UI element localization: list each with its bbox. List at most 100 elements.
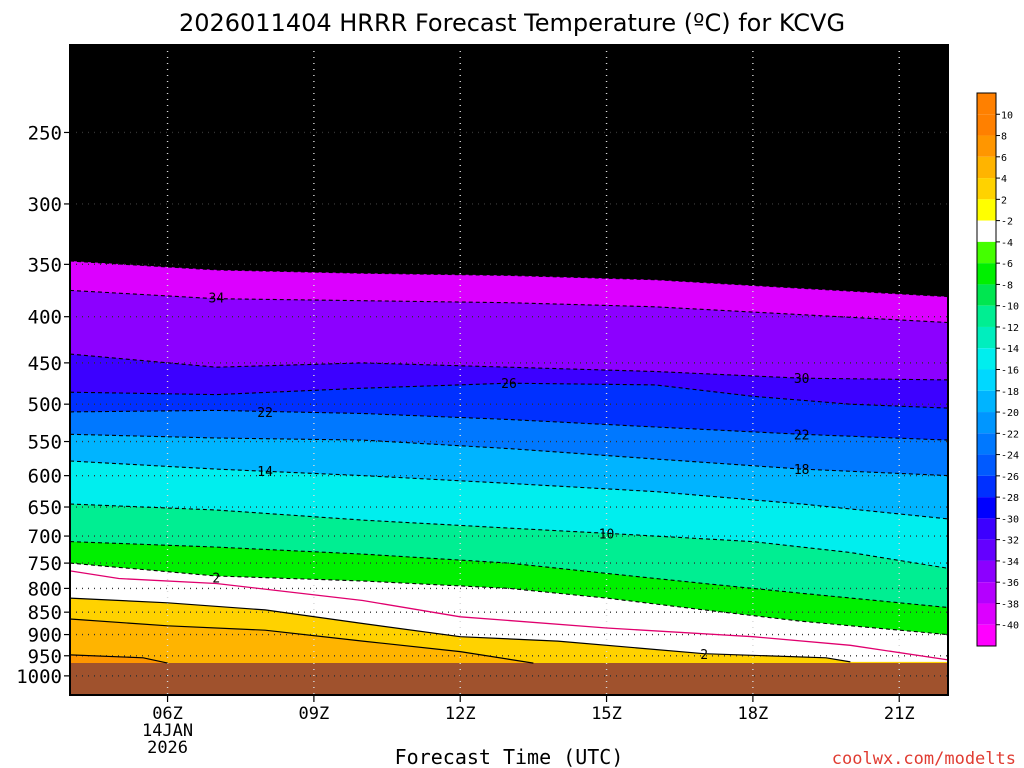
legend-label: -14 <box>1001 344 1019 355</box>
y-tick-label: 400 <box>28 307 62 329</box>
legend-label: -8 <box>1001 280 1013 291</box>
legend-swatch <box>977 454 996 476</box>
contour-label: 18 <box>794 463 810 478</box>
legend-swatch <box>977 178 996 200</box>
legend-swatch <box>977 156 996 179</box>
legend-swatch <box>977 560 996 583</box>
legend-label: -4 <box>1001 238 1013 249</box>
isotherm--46 <box>70 204 948 228</box>
legend-swatch <box>977 603 996 625</box>
x-tick-label: 06Z <box>152 704 183 724</box>
legend-swatch <box>977 497 996 519</box>
legend-swatch <box>977 348 996 370</box>
legend-label: 10 <box>1001 110 1013 121</box>
legend-label: -10 <box>1001 302 1019 313</box>
isotherm--6 <box>70 541 948 609</box>
y-tick-label: 800 <box>28 578 62 600</box>
x-tick-label: 15Z <box>591 704 622 724</box>
y-tick-label: 600 <box>28 466 62 488</box>
contour-label: 10 <box>599 527 615 542</box>
y-tick-label: 900 <box>28 625 62 647</box>
y-tick-label: 550 <box>28 432 62 454</box>
contour-label: 50 <box>501 172 517 187</box>
legend-swatch <box>977 220 996 242</box>
legend-label: -32 <box>1001 536 1019 547</box>
legend-label: -2 <box>1001 217 1013 228</box>
legend-label: -36 <box>1001 578 1019 589</box>
legend-swatch <box>977 284 996 306</box>
legend-swatch <box>977 263 996 285</box>
legend-label: -34 <box>1001 557 1019 568</box>
x-axis-label: Forecast Time (UTC) <box>395 745 624 768</box>
ground-fill <box>70 663 948 695</box>
y-tick-label: 300 <box>28 194 62 216</box>
contour-label: 22 <box>257 406 273 421</box>
isotherm--50 <box>70 160 948 182</box>
legend-swatch <box>977 412 996 434</box>
legend-label: -12 <box>1001 323 1019 334</box>
x-date-label: 14JAN <box>142 721 193 741</box>
legend-label: -30 <box>1001 514 1019 525</box>
y-tick-label: 1000 <box>16 666 62 688</box>
legend-label: -26 <box>1001 472 1019 483</box>
y-tick-label: 250 <box>28 122 62 144</box>
x-tick-label: 12Z <box>445 704 476 724</box>
legend-label: 6 <box>1001 153 1007 164</box>
legend-label: -18 <box>1001 387 1019 398</box>
isotherm--2 <box>70 562 948 636</box>
y-tick-label: 500 <box>28 394 62 416</box>
legend-swatch <box>977 369 996 391</box>
contour-label: 26 <box>501 377 517 392</box>
y-tick-label: 350 <box>28 254 62 276</box>
legend-label: -40 <box>1001 621 1019 632</box>
legend-label: -22 <box>1001 429 1019 440</box>
chart-title: 2026011404 HRRR Forecast Temperature (ºC… <box>179 9 845 37</box>
legend-label: -28 <box>1001 493 1019 504</box>
isotherm--58 <box>70 95 802 130</box>
legend-label: 4 <box>1001 174 1007 185</box>
legend-swatch <box>977 624 996 646</box>
source-credit: coolwx.com/modelts <box>832 749 1016 768</box>
x-tick-label: 09Z <box>299 704 330 724</box>
contour-label: 42 <box>209 235 225 250</box>
x-date-label: 2026 <box>147 738 188 758</box>
isotherm--26 <box>70 382 948 409</box>
legend-label: -6 <box>1001 259 1013 270</box>
isotherm--10 <box>70 503 948 569</box>
legend-swatch <box>977 93 996 115</box>
legend-swatch <box>977 539 996 561</box>
legend-label: 2 <box>1001 195 1007 206</box>
contour-label: 2 <box>212 571 220 586</box>
legend-label: -20 <box>1001 408 1019 419</box>
y-axis: 2503003504004505005506006507007508008509… <box>16 122 70 688</box>
legend-swatch <box>977 518 996 540</box>
contour-label: 30 <box>794 372 810 387</box>
y-tick-label: 450 <box>28 353 62 375</box>
legend-swatch <box>977 305 996 327</box>
legend-swatch <box>977 241 996 264</box>
legend-label: -16 <box>1001 366 1019 377</box>
legend-label: 8 <box>1001 132 1007 143</box>
plot-frame <box>69 44 949 696</box>
y-tick-label: 850 <box>28 602 62 624</box>
legend-swatch <box>977 390 996 413</box>
y-tick-label: 650 <box>28 497 62 519</box>
contour-label: 34 <box>209 292 225 307</box>
legend-swatch <box>977 326 996 349</box>
isotherm-6 <box>70 654 168 664</box>
contour-label: 46 <box>648 203 664 218</box>
contour-lines <box>70 63 948 664</box>
isotherm--54 <box>70 63 851 158</box>
legend-swatch <box>977 114 996 136</box>
legend-swatch <box>977 199 996 221</box>
color-legend: 10 8 6 4 2 -2 -4 -6 -8 -10 -12 -14 -16 -18 -20 -22 -24 -2… <box>976 92 1019 647</box>
isotherm--42 <box>70 234 948 265</box>
isotherm-0 <box>70 570 948 661</box>
y-tick-label: 750 <box>28 553 62 575</box>
isotherm-2 <box>70 597 851 663</box>
plot-grid <box>70 45 948 695</box>
y-tick-label: 950 <box>28 646 62 668</box>
